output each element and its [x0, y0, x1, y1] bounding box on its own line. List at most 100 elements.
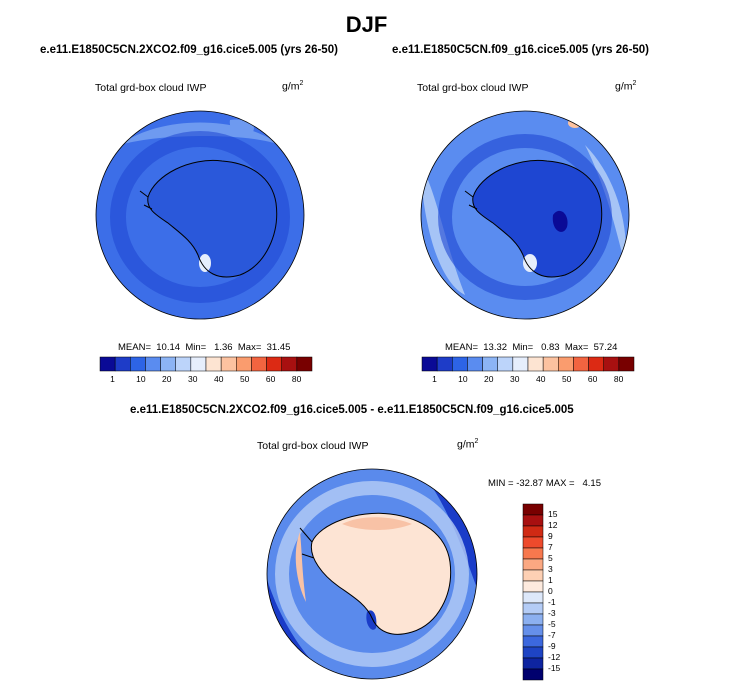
colorbar-label: 30 — [188, 374, 198, 384]
colorbar-label: 30 — [510, 374, 520, 384]
panel2-units: g/m2 — [615, 80, 637, 93]
figure-title: DJF — [345, 12, 388, 37]
panel1-globe-outline — [95, 110, 305, 320]
panel1-stats: MEAN= 10.14 Min= 1.36 Max= 31.45 — [118, 342, 291, 353]
colorbar-label: 5 — [548, 553, 553, 563]
panel3-warm-patch — [342, 517, 412, 530]
panel2-polar-map — [420, 110, 630, 320]
colorbar-label: 9 — [548, 531, 553, 541]
panel3-colorbar-labels: 15 12 9 7 5 3 1 0 -1 -3 -5 -7 -9 -12 -15 — [548, 504, 578, 680]
colorbar-box — [522, 580, 544, 593]
colorbar-label: 60 — [265, 374, 276, 384]
colorbar-box — [522, 547, 544, 560]
colorbar-box — [603, 356, 620, 372]
colorbar-label: 10 — [136, 374, 146, 384]
panel1-run-title: e.e11.E1850C5CN.2XCO2.f09_g16.cice5.005 … — [40, 44, 338, 56]
panel3-variable-label: Total grd-box cloud IWP — [257, 440, 369, 452]
colorbar-box — [236, 356, 252, 372]
colorbar-box — [522, 558, 544, 571]
colorbar-label: 1 — [548, 575, 553, 585]
colorbar-box — [251, 356, 267, 372]
panel2-coastline — [464, 159, 603, 278]
colorbar-label: 60 — [587, 374, 598, 384]
colorbar-box — [436, 356, 453, 372]
colorbar-box — [205, 356, 222, 372]
colorbar-box — [522, 613, 544, 626]
panel3-cold-spot — [366, 610, 377, 630]
panel2-globe-outline — [420, 110, 630, 320]
panel3-colorbar — [522, 503, 544, 681]
panel1-colorbar-labels: 1 10 20 30 40 50 60 80 — [100, 374, 312, 386]
colorbar-box — [296, 356, 313, 372]
colorbar-box — [588, 356, 604, 372]
colorbar-box — [618, 356, 635, 372]
colorbar-box — [522, 536, 544, 549]
panel1-bright-spot — [199, 254, 211, 272]
colorbar-box — [160, 356, 176, 372]
colorbar-box — [497, 356, 514, 372]
colorbar-box — [99, 356, 116, 372]
colorbar-box — [558, 356, 574, 372]
panel3-units: g/m2 — [457, 438, 479, 451]
panel2-dark-ring — [438, 134, 612, 300]
panel1-light-patch — [229, 119, 254, 137]
panel1-ice-sheet-fill — [147, 160, 277, 277]
colorbar-box — [522, 514, 544, 527]
panel3-coast-warm-strip — [295, 532, 306, 602]
colorbar-box — [522, 657, 544, 670]
colorbar-label: -9 — [548, 641, 556, 651]
colorbar-label: 3 — [548, 564, 553, 574]
colorbar-box — [145, 356, 161, 372]
panel2-ice-sheet-fill — [472, 160, 602, 277]
colorbar-label: 40 — [535, 374, 546, 384]
panel2-stats: MEAN= 13.32 Min= 0.83 Max= 57.24 — [445, 342, 618, 353]
colorbar-box — [467, 356, 483, 372]
colorbar-box — [573, 356, 589, 372]
colorbar-box — [522, 646, 544, 659]
colorbar-label: -1 — [548, 597, 556, 607]
colorbar-box — [421, 356, 438, 372]
colorbar-label: 50 — [561, 374, 572, 384]
colorbar-box — [281, 356, 298, 372]
panel2-dark-interior — [552, 210, 568, 232]
colorbar-label: 20 — [162, 374, 172, 384]
panel1-colorbar — [99, 356, 313, 372]
panel3-pale-ring — [275, 481, 469, 667]
difference-title: e.e11.E1850C5CN.2XCO2.f09_g16.cice5.005 … — [130, 404, 574, 416]
panel2-bright-spot — [523, 254, 537, 272]
colorbar-box — [522, 525, 544, 538]
colorbar-label: 10 — [458, 374, 468, 384]
colorbar-box — [482, 356, 498, 372]
colorbar-label: 15 — [548, 509, 558, 519]
colorbar-box — [522, 624, 544, 637]
colorbar-box — [527, 356, 544, 372]
colorbar-label: -12 — [548, 652, 561, 662]
colorbar-label: -5 — [548, 619, 556, 629]
panel2-colorbar — [421, 356, 635, 372]
panel3-stats: MIN = -32.87 MAX = 4.15 — [488, 478, 601, 489]
colorbar-box — [522, 668, 544, 681]
panel1-variable-label: Total grd-box cloud IWP — [95, 82, 207, 94]
colorbar-box — [220, 356, 237, 372]
colorbar-label: 80 — [291, 374, 302, 384]
panel1-polar-map — [95, 110, 305, 320]
colorbar-label: 12 — [548, 520, 558, 530]
colorbar-label: -15 — [548, 663, 561, 673]
colorbar-box — [266, 356, 282, 372]
panel1-units: g/m2 — [282, 80, 304, 93]
colorbar-label: -3 — [548, 608, 556, 618]
colorbar-box — [452, 356, 468, 372]
colorbar-label: 50 — [239, 374, 250, 384]
panel1-coastline — [139, 159, 278, 278]
colorbar-box — [130, 356, 146, 372]
panel3-difference-map — [266, 468, 478, 680]
colorbar-box — [522, 591, 544, 604]
colorbar-box — [175, 356, 192, 372]
colorbar-box — [522, 635, 544, 648]
panel3-globe-outline — [266, 468, 478, 680]
colorbar-box — [542, 356, 559, 372]
colorbar-label: -7 — [548, 630, 556, 640]
panel3-ice-sheet-fill — [311, 513, 451, 635]
colorbar-label: 40 — [213, 374, 224, 384]
colorbar-label: 80 — [613, 374, 624, 384]
